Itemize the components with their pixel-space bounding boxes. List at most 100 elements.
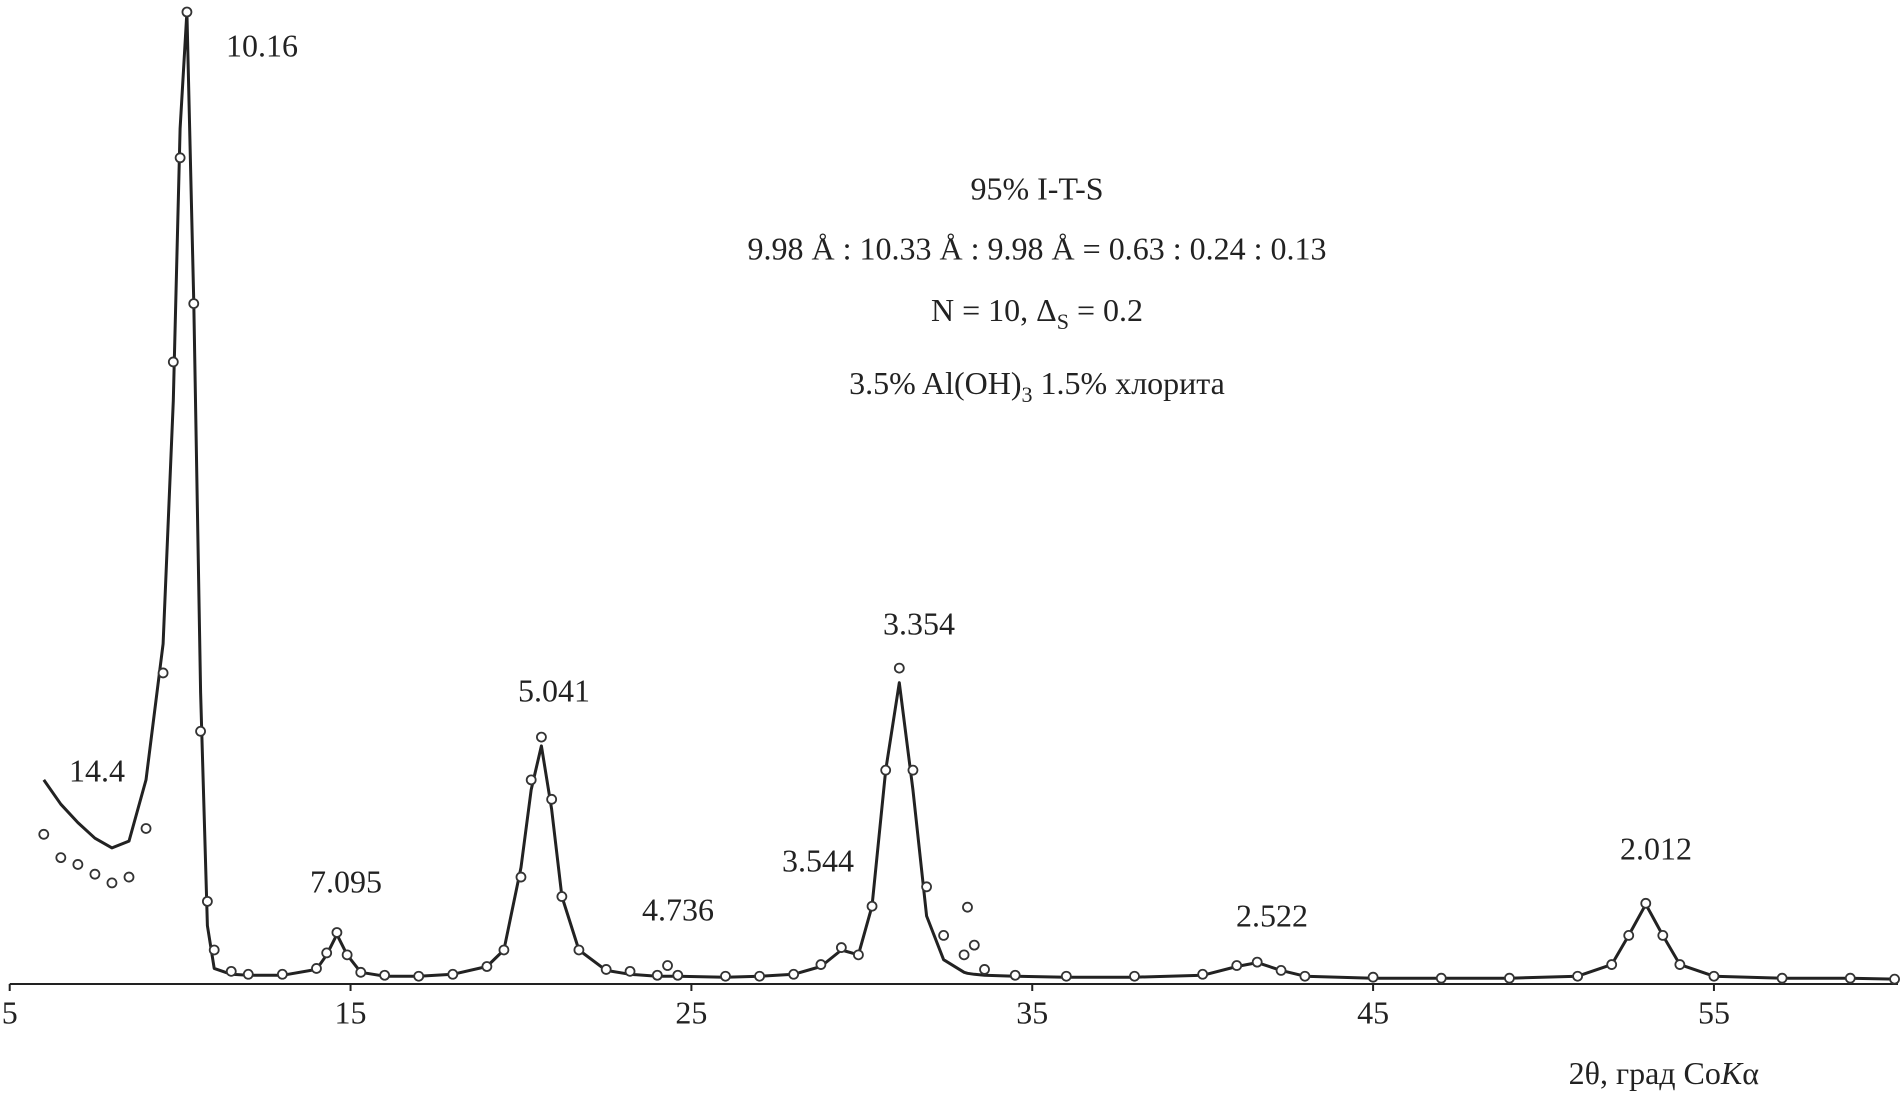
peak-label: 2.012 bbox=[1620, 830, 1692, 866]
data-point bbox=[893, 662, 905, 674]
x-axis-label: 2θ, град CoKα bbox=[1569, 1055, 1760, 1091]
info-line: 3.5% Al(OH)3 1.5% хлорита bbox=[849, 365, 1225, 407]
data-point bbox=[1299, 970, 1311, 982]
data-point bbox=[968, 939, 980, 951]
data-point bbox=[321, 947, 333, 959]
data-point bbox=[89, 868, 101, 880]
data-point bbox=[1435, 972, 1447, 984]
info-line: 95% I-T-S bbox=[970, 170, 1103, 206]
data-point bbox=[573, 944, 585, 956]
data-point bbox=[201, 895, 213, 907]
data-point bbox=[546, 793, 558, 805]
data-point bbox=[536, 731, 547, 743]
data-point bbox=[1275, 964, 1287, 976]
data-point bbox=[662, 960, 673, 971]
line bbox=[42, 10, 1895, 981]
peak-label: 14.4 bbox=[69, 752, 125, 788]
info-part: S bbox=[1057, 309, 1069, 334]
x-tick-label: 55 bbox=[1698, 994, 1730, 1030]
peak-label: 7.095 bbox=[310, 863, 382, 899]
data-point bbox=[1129, 970, 1140, 982]
data-point bbox=[341, 949, 353, 961]
info-part: 3.5% Al(OH) bbox=[849, 365, 1021, 401]
data-point bbox=[515, 871, 527, 883]
peak-label: 2.522 bbox=[1236, 897, 1308, 933]
data-point bbox=[447, 968, 459, 980]
data-point bbox=[962, 901, 973, 913]
data-point bbox=[600, 964, 612, 975]
data-point bbox=[276, 968, 288, 980]
data-point bbox=[225, 965, 237, 977]
x-tick-label: 25 bbox=[675, 994, 707, 1030]
info-part: N = 10, Δ bbox=[931, 292, 1057, 328]
data-point bbox=[181, 6, 193, 18]
data-point bbox=[157, 667, 169, 679]
info-part: 1.5% хлорита bbox=[1033, 365, 1225, 401]
data-point bbox=[1844, 972, 1856, 984]
data-point bbox=[672, 969, 684, 981]
info-part: = 0.2 bbox=[1069, 292, 1143, 328]
peak-label: 3.544 bbox=[782, 842, 854, 878]
info-part: 3 bbox=[1022, 382, 1033, 407]
data-point bbox=[242, 968, 254, 980]
data-point bbox=[1009, 969, 1021, 981]
data-point bbox=[1197, 968, 1209, 980]
x-tick-label: 45 bbox=[1357, 994, 1389, 1030]
data-point bbox=[1231, 960, 1243, 971]
data-point bbox=[624, 965, 636, 977]
data-point bbox=[1367, 971, 1379, 983]
data-point bbox=[1504, 972, 1515, 984]
data-point bbox=[1708, 970, 1720, 982]
peak-label: 4.736 bbox=[642, 891, 714, 927]
data-point bbox=[1060, 970, 1072, 982]
x-label-part: K bbox=[1720, 1055, 1744, 1091]
data-point bbox=[1889, 973, 1900, 985]
data-point bbox=[880, 764, 892, 776]
data-point bbox=[188, 298, 200, 310]
x-tick-label: 35 bbox=[1016, 994, 1048, 1030]
data-point bbox=[481, 961, 493, 972]
x-tick-label: 5 bbox=[2, 994, 18, 1030]
data-point bbox=[853, 949, 864, 961]
data-point bbox=[815, 959, 827, 970]
data-point bbox=[525, 774, 537, 786]
data-point bbox=[1640, 897, 1652, 909]
data-point bbox=[72, 859, 84, 870]
data-point bbox=[788, 968, 800, 980]
peak-label: 5.041 bbox=[518, 672, 590, 708]
x-label-part: α bbox=[1742, 1055, 1759, 1091]
data-point bbox=[1606, 959, 1618, 970]
data-point bbox=[123, 871, 135, 883]
data-point bbox=[907, 764, 919, 776]
data-point bbox=[556, 891, 568, 902]
data-point bbox=[754, 970, 765, 982]
data-point bbox=[498, 944, 510, 956]
peak-label: 3.354 bbox=[883, 605, 955, 641]
data-point bbox=[1251, 956, 1263, 968]
data-point bbox=[979, 964, 990, 975]
data-point bbox=[38, 828, 50, 840]
info-line: 9.98 Å : 10.33 Å : 9.98 Å = 0.63 : 0.24 … bbox=[748, 230, 1327, 266]
data-point bbox=[835, 942, 847, 953]
data-point bbox=[167, 356, 179, 368]
data-point bbox=[1657, 930, 1669, 941]
data-point bbox=[208, 944, 220, 956]
x-label-part: 2θ, град Co bbox=[1569, 1055, 1721, 1091]
data-point bbox=[866, 900, 878, 912]
data-point bbox=[140, 823, 152, 834]
data-point bbox=[311, 963, 322, 974]
data-point bbox=[651, 969, 663, 981]
data-point bbox=[1572, 970, 1584, 982]
info-line: N = 10, ΔS = 0.2 bbox=[931, 292, 1143, 334]
data-point bbox=[1674, 959, 1686, 970]
data-point bbox=[355, 966, 367, 978]
data-point bbox=[720, 970, 731, 982]
x-tick-label: 15 bbox=[335, 994, 367, 1030]
data-point bbox=[958, 949, 970, 961]
data-point bbox=[174, 152, 186, 164]
data-point bbox=[1776, 972, 1788, 984]
data-point bbox=[1623, 930, 1635, 941]
data-point bbox=[106, 877, 118, 889]
